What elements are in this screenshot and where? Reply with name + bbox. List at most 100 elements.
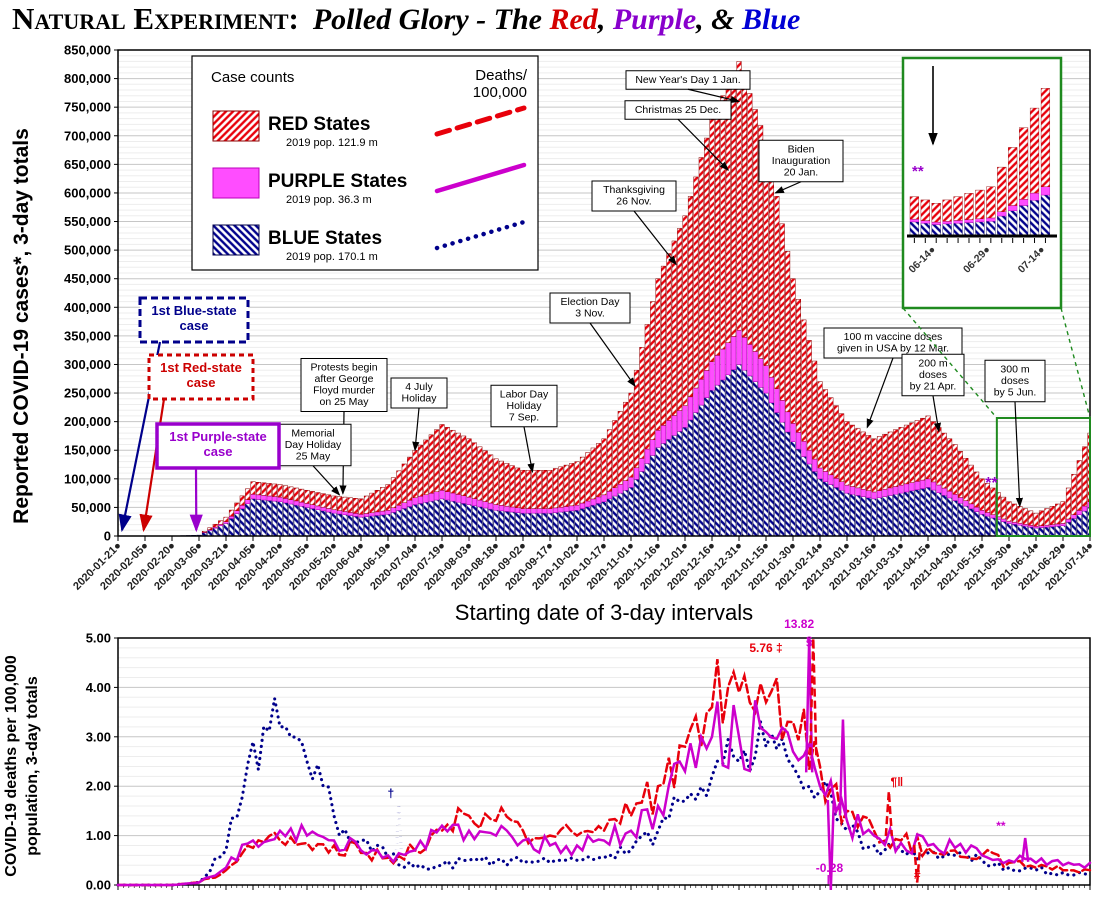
- svg-text:20 Jan.: 20 Jan.: [784, 166, 818, 178]
- outlier-spike: [809, 637, 818, 756]
- inset-star-marker: **: [912, 163, 924, 180]
- svg-text:650,000: 650,000: [64, 157, 111, 172]
- legend-line-sample: [434, 162, 527, 194]
- svg-text:Labor Day: Labor Day: [500, 388, 549, 400]
- svg-text:New Year's Day 1 Jan.: New Year's Day 1 Jan.: [635, 74, 740, 86]
- first-case-callout: 1st Red-state case: [139, 353, 255, 533]
- title-sep2: , &: [696, 3, 742, 36]
- title-red-word: Red: [549, 3, 598, 36]
- svg-text:0.00: 0.00: [86, 878, 111, 893]
- svg-text:350,000: 350,000: [64, 328, 111, 343]
- legend-line-sample: [434, 105, 527, 137]
- svg-text:5.00: 5.00: [86, 631, 111, 646]
- deaths-annotation-label: #: [914, 868, 921, 882]
- svg-text:400,000: 400,000: [64, 300, 111, 315]
- deaths-line-blue: [116, 698, 1092, 887]
- svg-text:100,000: 100,000: [64, 471, 111, 486]
- legend-swatch: [212, 110, 260, 142]
- svg-text:1.00: 1.00: [86, 828, 111, 843]
- anomaly-star-marker: **: [985, 475, 998, 492]
- deaths-annotation-label: ‖: [826, 873, 832, 887]
- svg-text:given in USA by 12 Mar.: given in USA by 12 Mar.: [837, 343, 949, 355]
- outlier-spike: [838, 719, 848, 816]
- annotation: Christmas 25 Dec.: [624, 100, 732, 171]
- legend: Case counts Deaths/100,000 RED States 2019 …: [191, 55, 539, 271]
- deaths-annotation-label: †: [387, 786, 394, 800]
- title-purple-word: Purple: [612, 3, 697, 36]
- svg-text:150,000: 150,000: [64, 443, 111, 458]
- svg-text:Thanksgiving: Thanksgiving: [603, 184, 665, 196]
- annotation: New Year's Day 1 Jan.: [625, 70, 751, 104]
- legend-swatch: [212, 224, 260, 256]
- svg-text:7 Sep.: 7 Sep.: [509, 411, 539, 423]
- svg-text:850,000: 850,000: [64, 44, 111, 58]
- x-axis-title: Starting date of 3-day intervals: [454, 600, 754, 625]
- svg-text:500,000: 500,000: [64, 243, 111, 258]
- svg-text:Holiday: Holiday: [401, 393, 437, 405]
- deaths-annotation-label: -0.28: [816, 861, 844, 875]
- legend-line-sample: [434, 219, 527, 251]
- svg-text:800,000: 800,000: [64, 71, 111, 86]
- svg-text:3 Nov.: 3 Nov.: [575, 308, 605, 320]
- title-main: Polled Glory - The: [312, 3, 550, 36]
- cases-y-ticks: 0 50,000 100,000 150,000 200,000 250,000 300,0…: [64, 44, 118, 544]
- deaths-chart: 0.00 1.00 2.00 3.00 4.00 5.00 13.82 § 5.76 ‡ -0.2…: [86, 617, 1092, 893]
- svg-text:Biden: Biden: [788, 143, 815, 155]
- svg-text:after George: after George: [315, 373, 374, 385]
- svg-text:4.00: 4.00: [86, 680, 111, 695]
- svg-text:3.00: 3.00: [86, 729, 111, 744]
- deaths-y-axis-title: COVID-19 deaths per 100,000 population, …: [3, 655, 41, 877]
- chart-title: Natural Experiment: Polled Glory - The Re…: [12, 0, 800, 37]
- svg-text:200 m: 200 m: [918, 357, 947, 369]
- svg-text:case: case: [204, 444, 233, 459]
- deaths-grid: [118, 637, 1090, 886]
- svg-text:doses: doses: [1001, 375, 1029, 387]
- svg-text:Deaths/: Deaths/: [475, 67, 528, 84]
- title-blue-word: Blue: [742, 3, 801, 36]
- deaths-annotation-label: 13.82: [784, 617, 814, 631]
- svg-text:450,000: 450,000: [64, 271, 111, 286]
- deaths-annotation-label: §: [806, 634, 813, 648]
- zoom-source-box: [995, 417, 1091, 537]
- svg-text:Christmas 25 Dec.: Christmas 25 Dec.: [635, 104, 721, 116]
- svg-text:Election Day: Election Day: [561, 296, 621, 308]
- deaths-line-purple: [116, 700, 1092, 887]
- svg-text:2019 pop. 170.1 m: 2019 pop. 170.1 m: [286, 251, 378, 263]
- svg-text:550,000: 550,000: [64, 214, 111, 229]
- svg-text:300 m: 300 m: [1000, 363, 1029, 375]
- svg-text:Memorial: Memorial: [291, 427, 334, 439]
- svg-text:BLUE States: BLUE States: [268, 228, 382, 249]
- svg-text:Holiday: Holiday: [506, 400, 542, 412]
- svg-text:200,000: 200,000: [64, 414, 111, 429]
- svg-text:by 21 Apr.: by 21 Apr.: [910, 380, 957, 392]
- svg-text:Floyd murder: Floyd murder: [313, 385, 375, 397]
- svg-text:case: case: [180, 318, 209, 333]
- cases-x-ticks: 2020-01-21●2020-02-05●2020-02-20●2020-03…: [71, 536, 1096, 593]
- svg-text:250,000: 250,000: [64, 386, 111, 401]
- svg-text:1st Red-state: 1st Red-state: [160, 360, 242, 375]
- deaths-line-red: [116, 659, 1092, 887]
- svg-text:RED States: RED States: [268, 114, 370, 135]
- outlier-spike: [884, 791, 894, 837]
- svg-text:Protests begin: Protests begin: [310, 362, 377, 374]
- svg-text:25 May: 25 May: [296, 450, 331, 462]
- title-sep1: ,: [597, 3, 613, 36]
- svg-text:700,000: 700,000: [64, 128, 111, 143]
- svg-text:1st Purple-state: 1st Purple-state: [169, 429, 267, 444]
- deaths-annotation-label: ¶‖: [891, 775, 904, 789]
- outlier-spike: [912, 844, 922, 883]
- svg-text:100 m vaccine doses: 100 m vaccine doses: [844, 331, 943, 343]
- svg-text:Day Holiday: Day Holiday: [285, 439, 342, 451]
- svg-text:750,000: 750,000: [64, 100, 111, 115]
- legend-swatch: [212, 167, 260, 199]
- svg-text:4 July: 4 July: [405, 381, 433, 393]
